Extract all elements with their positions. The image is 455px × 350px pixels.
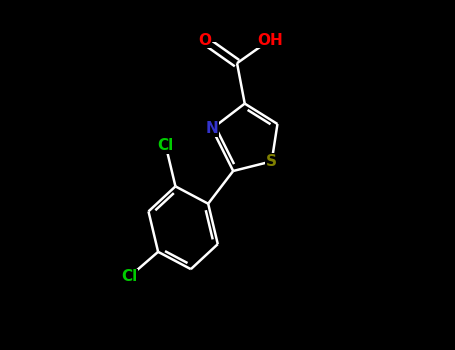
Text: OH: OH [257,33,283,48]
Text: Cl: Cl [158,139,174,153]
Text: S: S [266,154,277,169]
Text: N: N [206,121,218,136]
Text: O: O [198,33,211,48]
Text: Cl: Cl [121,270,137,284]
